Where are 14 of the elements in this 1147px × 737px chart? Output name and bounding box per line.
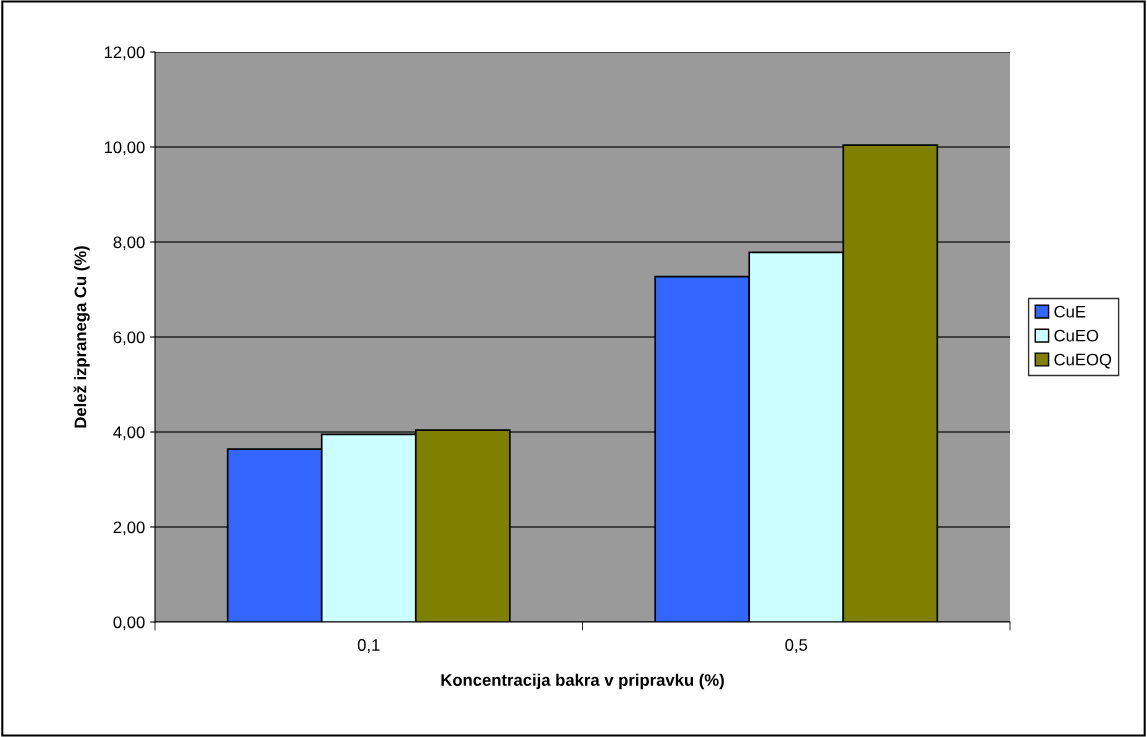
- y-tick-label: 6,00: [113, 331, 145, 346]
- y-tick-label: 10,00: [104, 141, 145, 156]
- x-tick-label: 0,1: [357, 639, 380, 653]
- y-axis-title: Delež izpranega Cu (%): [73, 246, 90, 428]
- y-tick-label: 2,00: [113, 521, 145, 536]
- y-tick-label: 12,00: [104, 46, 145, 61]
- legend-label: CuEOQ: [1054, 353, 1112, 369]
- y-tick-label: 4,00: [113, 426, 145, 441]
- legend-label: CuEO: [1054, 329, 1099, 342]
- x-axis-title: Koncentracija bakra v pripravku (%): [441, 673, 724, 690]
- legend-label: CuE: [1054, 305, 1086, 318]
- x-tick-label: 0,5: [785, 639, 808, 653]
- y-tick-label: 8,00: [113, 236, 145, 251]
- y-tick-label: 0,00: [113, 616, 145, 631]
